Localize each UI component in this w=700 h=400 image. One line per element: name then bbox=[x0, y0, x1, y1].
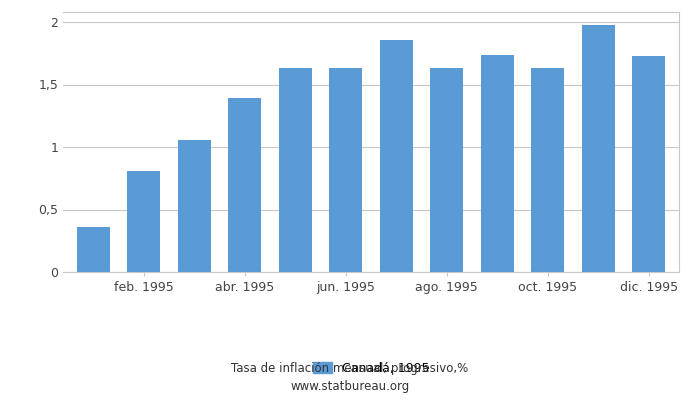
Legend: Canadá, 1995: Canadá, 1995 bbox=[313, 362, 429, 375]
Bar bbox=[178, 140, 211, 272]
Bar bbox=[481, 54, 514, 272]
Bar bbox=[329, 68, 362, 272]
Bar bbox=[582, 24, 615, 272]
Bar bbox=[632, 56, 665, 272]
Bar bbox=[228, 98, 261, 272]
Bar bbox=[279, 68, 312, 272]
Text: Tasa de inflación mensual, progresivo,%: Tasa de inflación mensual, progresivo,% bbox=[232, 362, 468, 375]
Bar bbox=[127, 171, 160, 272]
Bar bbox=[531, 68, 564, 272]
Bar bbox=[77, 227, 110, 272]
Text: www.statbureau.org: www.statbureau.org bbox=[290, 380, 410, 393]
Bar bbox=[430, 68, 463, 272]
Bar bbox=[380, 40, 413, 272]
